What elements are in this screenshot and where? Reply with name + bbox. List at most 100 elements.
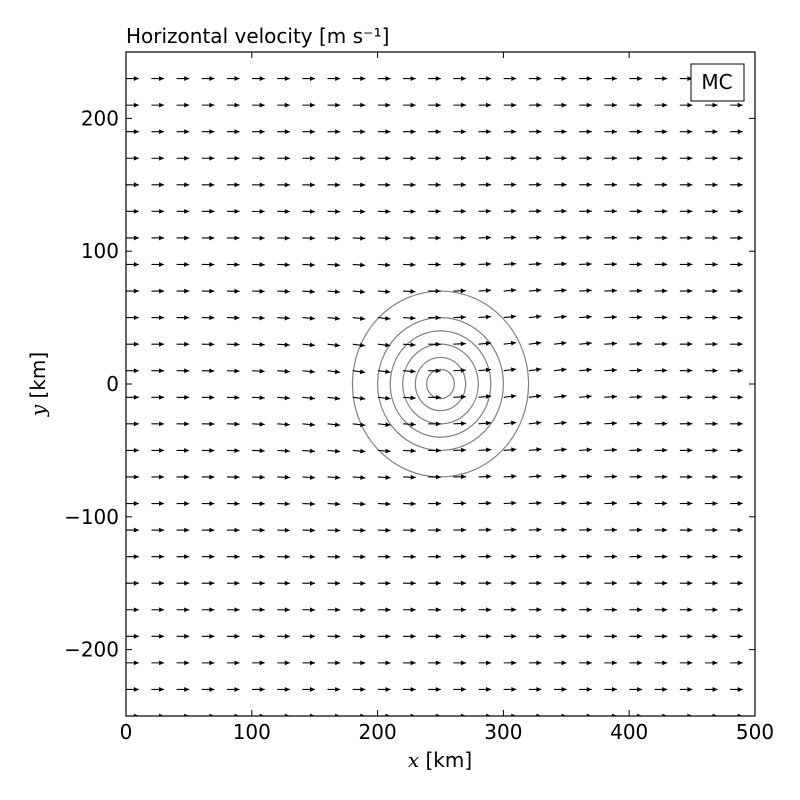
arrow-head — [385, 262, 391, 268]
x-tick-label: 500 — [736, 720, 774, 744]
y-tick-label: 200 — [81, 106, 119, 130]
arrow-head — [133, 448, 139, 453]
arrow-head — [259, 580, 265, 586]
arrow-head — [360, 262, 366, 268]
arrow-head — [536, 660, 542, 666]
arrow-head — [712, 368, 718, 374]
arrow-head — [385, 448, 391, 454]
arrow-head — [460, 687, 466, 692]
arrow-head — [511, 633, 517, 639]
arrow-head — [737, 288, 743, 294]
arrow-head — [662, 368, 668, 373]
x-tick-label: 200 — [359, 720, 397, 744]
arrow-head — [737, 262, 743, 267]
arrow-head — [586, 554, 592, 559]
arrow-head — [637, 660, 643, 666]
arrow-head — [461, 447, 467, 453]
arrow-group — [126, 76, 743, 716]
arrow-head — [511, 102, 517, 108]
arrow-head — [309, 129, 316, 135]
arrow-head — [360, 102, 366, 108]
arrow-head — [259, 660, 265, 666]
arrow-head — [184, 527, 190, 533]
arrow-head — [284, 660, 290, 666]
arrow-head — [184, 341, 190, 347]
arrow-head — [209, 315, 215, 321]
arrow-head — [712, 394, 718, 400]
arrow-head — [133, 501, 139, 506]
arrow-head — [335, 76, 341, 81]
arrow-head — [460, 288, 466, 294]
arrow-head — [561, 235, 567, 241]
arrow-head — [159, 208, 165, 214]
arrow-head — [561, 607, 567, 613]
arrow-head — [561, 367, 567, 373]
arrow-head — [133, 687, 139, 692]
arrow-head — [461, 474, 467, 480]
arrow-head — [687, 368, 693, 374]
arrow-head — [485, 314, 491, 320]
arrow-head — [184, 501, 190, 506]
arrow-head — [737, 580, 743, 586]
arrow-head — [385, 209, 391, 214]
arrow-head — [184, 421, 190, 427]
arrow-head — [360, 607, 366, 613]
arrow-head — [259, 262, 265, 268]
arrow-head — [611, 713, 617, 716]
arrow-head — [133, 235, 139, 241]
arrow-head — [259, 687, 265, 692]
arrow-head — [637, 447, 643, 453]
arrow-head — [662, 129, 668, 135]
arrow-head — [234, 580, 240, 586]
arrow-head — [334, 369, 341, 375]
arrow-head — [687, 474, 693, 480]
arrow-head — [133, 182, 139, 188]
arrow-head — [309, 527, 316, 533]
arrow-head — [611, 420, 617, 426]
x-axis-ticks: 0 100 200 300 400 500 — [120, 52, 774, 744]
arrow-head — [561, 687, 567, 692]
arrow-head — [410, 76, 416, 81]
arrow-head — [511, 76, 517, 81]
arrow-head — [586, 208, 592, 214]
arrow-head — [511, 500, 517, 506]
arrow-head — [259, 315, 265, 321]
arrow-head — [385, 633, 391, 639]
arrow-head — [687, 341, 693, 347]
arrow-head — [460, 421, 467, 426]
arrow-head — [712, 527, 718, 533]
arrow-head — [586, 314, 592, 320]
arrow-head — [284, 633, 290, 639]
arrow-head — [209, 341, 215, 347]
arrow-head — [586, 633, 592, 639]
arrow-head — [687, 527, 693, 533]
arrow-head — [536, 367, 542, 373]
arrow-head — [234, 395, 240, 400]
arrow-head — [385, 607, 391, 613]
arrow-head — [209, 235, 215, 241]
arrow-head — [511, 420, 517, 426]
arrow-head — [461, 554, 467, 559]
arrow-head — [561, 76, 567, 81]
arrow-head — [259, 342, 265, 347]
arrow-head — [611, 341, 617, 347]
arrow-head — [460, 182, 466, 188]
arrow-head — [234, 554, 240, 560]
arrow-head — [133, 155, 139, 161]
arrow-head — [687, 394, 693, 400]
arrow-head — [636, 341, 643, 347]
arrow-head — [637, 527, 643, 533]
arrow-head — [159, 607, 165, 613]
arrow-head — [259, 395, 265, 401]
legend-label: MC — [701, 70, 732, 94]
arrow-head — [309, 475, 316, 480]
arrow-head — [335, 209, 341, 214]
arrow-head — [209, 262, 215, 267]
y-tick-label: 0 — [106, 372, 119, 396]
arrow-head — [435, 580, 441, 586]
arrow-head — [536, 527, 542, 533]
arrow-head — [209, 580, 215, 586]
arrow-head — [360, 580, 366, 586]
arrow-head — [259, 102, 265, 108]
arrow-head — [284, 289, 290, 294]
